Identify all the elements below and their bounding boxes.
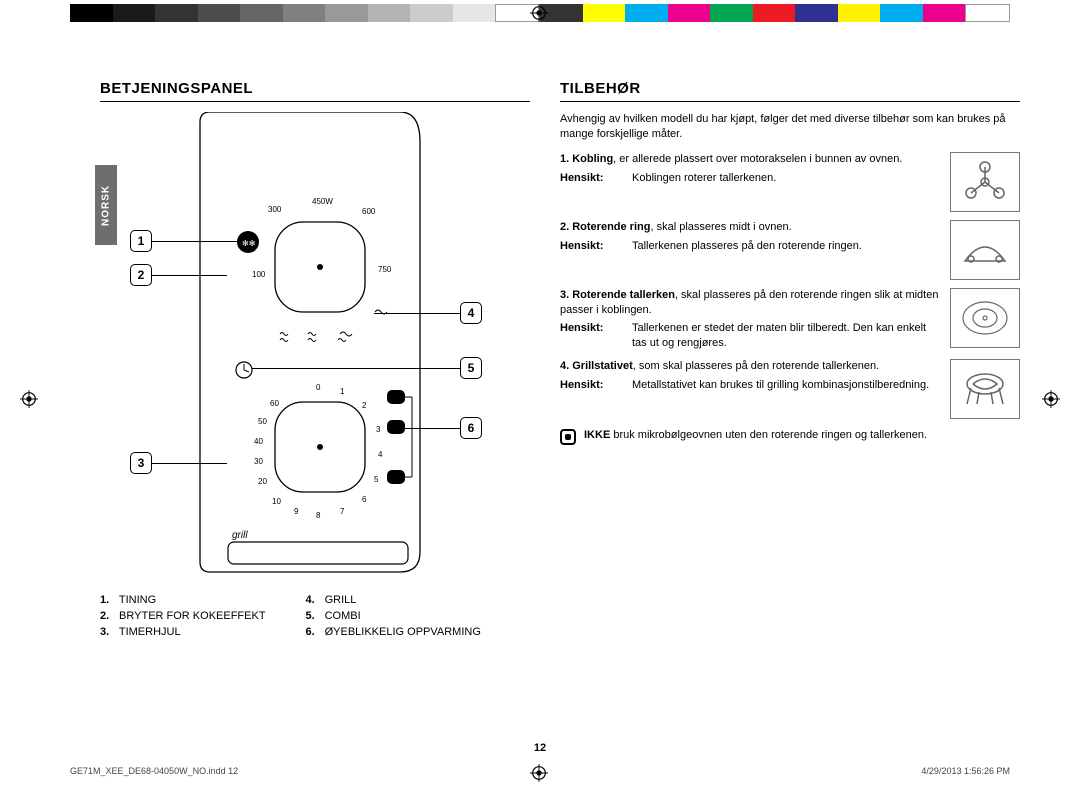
svg-text:3: 3	[376, 425, 381, 434]
svg-text:✻✻: ✻✻	[242, 239, 256, 248]
svg-text:0: 0	[316, 383, 321, 392]
svg-text:40: 40	[254, 437, 263, 446]
accessory-item: 1. Kobling, er allerede plassert over mo…	[560, 152, 1020, 212]
intro-text: Avhengig av hvilken modell du har kjøpt,…	[560, 112, 1020, 142]
warning-bold: IKKE	[584, 429, 610, 441]
accessory-thumb	[950, 152, 1020, 212]
legend-item: 3. TIMERHJUL	[100, 626, 266, 638]
registration-mark-left	[20, 390, 38, 408]
warning-text: bruk mikrobølgeovnen uten den roterende …	[610, 429, 927, 441]
callout-6: 6	[460, 417, 482, 439]
accessory-item: 3. Roterende tallerken, skal plasseres p…	[560, 288, 1020, 351]
heading-control-panel: BETJENINGSPANEL	[100, 80, 530, 102]
legend: 1. TINING 2. BRYTER FOR KOKEEFFEKT 3. TIME…	[100, 594, 530, 642]
registration-mark-top	[530, 4, 548, 22]
footer-right: 4/29/2013 1:56:26 PM	[921, 766, 1010, 776]
svg-text:20: 20	[258, 477, 267, 486]
svg-text:9: 9	[294, 507, 299, 516]
svg-text:30: 30	[254, 457, 263, 466]
warning-row: IKKE bruk mikrobølgeovnen uten den roter…	[560, 429, 1020, 445]
accessory-item: 4. Grillstativet, som skal plasseres på …	[560, 359, 1020, 419]
page-number: 12	[0, 742, 1080, 754]
svg-text:600: 600	[362, 207, 376, 216]
accessory-item: 2. Roterende ring, skal plasseres midt i…	[560, 220, 1020, 280]
svg-text:grill: grill	[232, 530, 248, 541]
registration-mark-bottom	[530, 764, 548, 782]
callout-5: 5	[460, 357, 482, 379]
callout-2: 2	[130, 264, 152, 286]
svg-text:50: 50	[258, 417, 267, 426]
svg-text:7: 7	[340, 507, 345, 516]
callout-4: 4	[460, 302, 482, 324]
legend-item: 6. ØYEBLIKKELIG OPPVARMING	[306, 626, 481, 638]
svg-text:5: 5	[374, 475, 379, 484]
callout-1: 1	[130, 230, 152, 252]
accessory-thumb	[950, 359, 1020, 419]
svg-text:60: 60	[270, 399, 279, 408]
callout-3: 3	[130, 452, 152, 474]
svg-text:2: 2	[362, 401, 367, 410]
svg-text:4: 4	[378, 450, 383, 459]
registration-mark-right	[1042, 390, 1060, 408]
legend-item: 5. COMBI	[306, 610, 481, 622]
svg-text:10: 10	[272, 497, 281, 506]
svg-text:100: 100	[252, 270, 266, 279]
svg-text:8: 8	[316, 511, 321, 520]
svg-text:1: 1	[340, 387, 345, 396]
svg-text:750: 750	[378, 265, 392, 274]
accessory-thumb	[950, 220, 1020, 280]
accessory-thumb	[950, 288, 1020, 348]
legend-item: 4. GRILL	[306, 594, 481, 606]
control-panel-diagram: 1 2 3 4 5 6 ✻✻	[130, 112, 530, 582]
svg-text:6: 6	[362, 495, 367, 504]
legend-item: 1. TINING	[100, 594, 266, 606]
heading-accessories: TILBEHØR	[560, 80, 1020, 102]
footer-left: GE71M_XEE_DE68-04050W_NO.indd 12	[70, 766, 238, 776]
warning-icon	[560, 429, 576, 445]
panel-svg: ✻✻ 300 450W 600 750 100	[180, 112, 440, 582]
svg-text:450W: 450W	[312, 197, 333, 206]
svg-text:300: 300	[268, 205, 282, 214]
legend-item: 2. BRYTER FOR KOKEEFFEKT	[100, 610, 266, 622]
